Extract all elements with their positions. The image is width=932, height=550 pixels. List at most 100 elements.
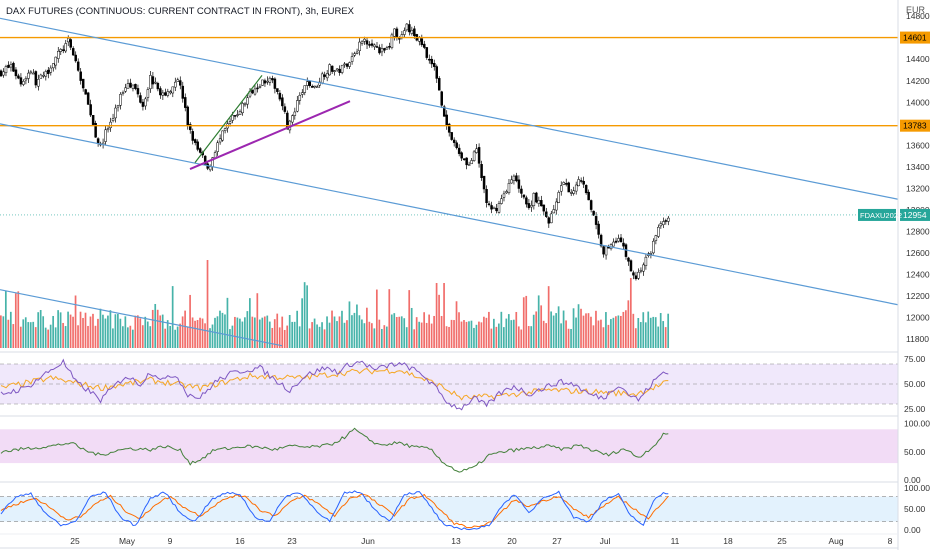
volume-bar bbox=[156, 309, 159, 348]
candle-body bbox=[550, 213, 553, 224]
price-tick-label: 12600 bbox=[906, 248, 930, 258]
candle-body bbox=[579, 180, 583, 182]
volume-bar bbox=[595, 310, 597, 348]
volume-bar bbox=[109, 310, 112, 348]
volume-bar bbox=[224, 314, 226, 348]
candle-body bbox=[602, 246, 605, 255]
channel-upper-line bbox=[0, 17, 899, 200]
time-tick-label: 8 bbox=[888, 536, 893, 546]
volume-bar bbox=[253, 317, 256, 348]
candle-body bbox=[480, 164, 483, 178]
volume-bar bbox=[468, 321, 470, 348]
candle-body bbox=[298, 95, 302, 101]
candle-body bbox=[564, 183, 568, 185]
candle-body bbox=[447, 123, 451, 133]
volume-bar bbox=[390, 314, 393, 348]
candle-body bbox=[174, 81, 177, 88]
candle-body bbox=[144, 98, 147, 107]
volume-bar bbox=[336, 321, 338, 348]
candle-body bbox=[492, 206, 496, 209]
candle-body bbox=[27, 72, 30, 79]
candle-body bbox=[405, 23, 409, 31]
volume-bar bbox=[104, 318, 107, 348]
candle-body bbox=[91, 115, 95, 125]
volume-bar bbox=[2, 316, 5, 348]
volume-bar bbox=[557, 306, 560, 348]
candle-body bbox=[196, 141, 199, 150]
volume-bar bbox=[59, 312, 62, 348]
price-tick-label: 11800 bbox=[906, 334, 929, 344]
volume-bar bbox=[196, 320, 199, 348]
volume-bar bbox=[627, 300, 630, 348]
candle-body bbox=[258, 86, 262, 88]
volume-bar bbox=[517, 326, 520, 348]
candle-body bbox=[604, 245, 608, 256]
rsi-tick-label: 25.00 bbox=[904, 404, 926, 414]
candle-body bbox=[545, 211, 548, 217]
volume-bar bbox=[403, 318, 406, 348]
candle-body bbox=[348, 62, 351, 67]
volume-bar bbox=[0, 315, 2, 348]
candle-body bbox=[574, 184, 578, 192]
candle-body bbox=[24, 78, 28, 81]
volume-bar bbox=[657, 326, 660, 348]
volume-bar bbox=[303, 282, 306, 348]
candle-body bbox=[345, 63, 349, 67]
volume-bar bbox=[97, 318, 99, 348]
candle-body bbox=[221, 130, 224, 141]
volume-bar bbox=[47, 329, 50, 348]
volume-bar bbox=[405, 327, 408, 348]
candle-body bbox=[179, 80, 182, 86]
volume-bar bbox=[87, 325, 89, 348]
volume-bar bbox=[169, 325, 172, 348]
candle-body bbox=[104, 129, 107, 142]
candle-body bbox=[462, 158, 466, 160]
candle-body bbox=[373, 44, 376, 48]
volume-bar bbox=[652, 316, 655, 348]
candle-body bbox=[350, 56, 354, 62]
candle-body bbox=[403, 30, 406, 35]
volume-bar bbox=[24, 317, 27, 348]
volume-bar bbox=[69, 314, 72, 348]
volume-bar bbox=[57, 310, 59, 348]
price-label-text: 13783 bbox=[903, 121, 927, 131]
candle-body bbox=[238, 111, 242, 115]
volume-bar bbox=[306, 285, 308, 348]
volume-bar bbox=[141, 325, 144, 348]
volume-bar bbox=[522, 297, 525, 348]
volume-bar bbox=[12, 324, 15, 348]
volume-bar bbox=[62, 322, 64, 348]
candle-body bbox=[243, 103, 247, 106]
volume-bar bbox=[119, 318, 122, 348]
volume-bar bbox=[278, 327, 281, 348]
candle-body bbox=[74, 54, 77, 62]
volume-bar bbox=[502, 327, 505, 348]
volume-bar bbox=[136, 315, 139, 348]
volume-bar bbox=[410, 307, 413, 348]
price-label-box bbox=[900, 119, 930, 132]
candle-body bbox=[4, 66, 8, 73]
candle-body bbox=[89, 104, 92, 116]
volume-bar bbox=[52, 315, 54, 348]
volume-bar bbox=[662, 321, 665, 348]
candle-body bbox=[657, 226, 660, 237]
volume-bar bbox=[99, 308, 102, 348]
support-trend-line bbox=[189, 100, 351, 170]
volume-bar bbox=[236, 317, 239, 348]
volume-bar bbox=[176, 326, 179, 348]
volume-bar bbox=[555, 313, 557, 348]
volume-bar bbox=[530, 326, 533, 348]
candle-body bbox=[617, 238, 620, 242]
volume-bar bbox=[408, 290, 411, 348]
volume-bar bbox=[288, 314, 291, 348]
volume-bar bbox=[572, 308, 575, 348]
volume-bar bbox=[74, 295, 77, 348]
candle-body bbox=[517, 179, 521, 189]
trend-lines[interactable] bbox=[0, 17, 899, 347]
candle-body bbox=[17, 75, 20, 79]
candle-body bbox=[328, 64, 331, 76]
volume-bar bbox=[634, 328, 637, 348]
volume-bar bbox=[649, 317, 652, 348]
candle-body bbox=[375, 46, 379, 48]
